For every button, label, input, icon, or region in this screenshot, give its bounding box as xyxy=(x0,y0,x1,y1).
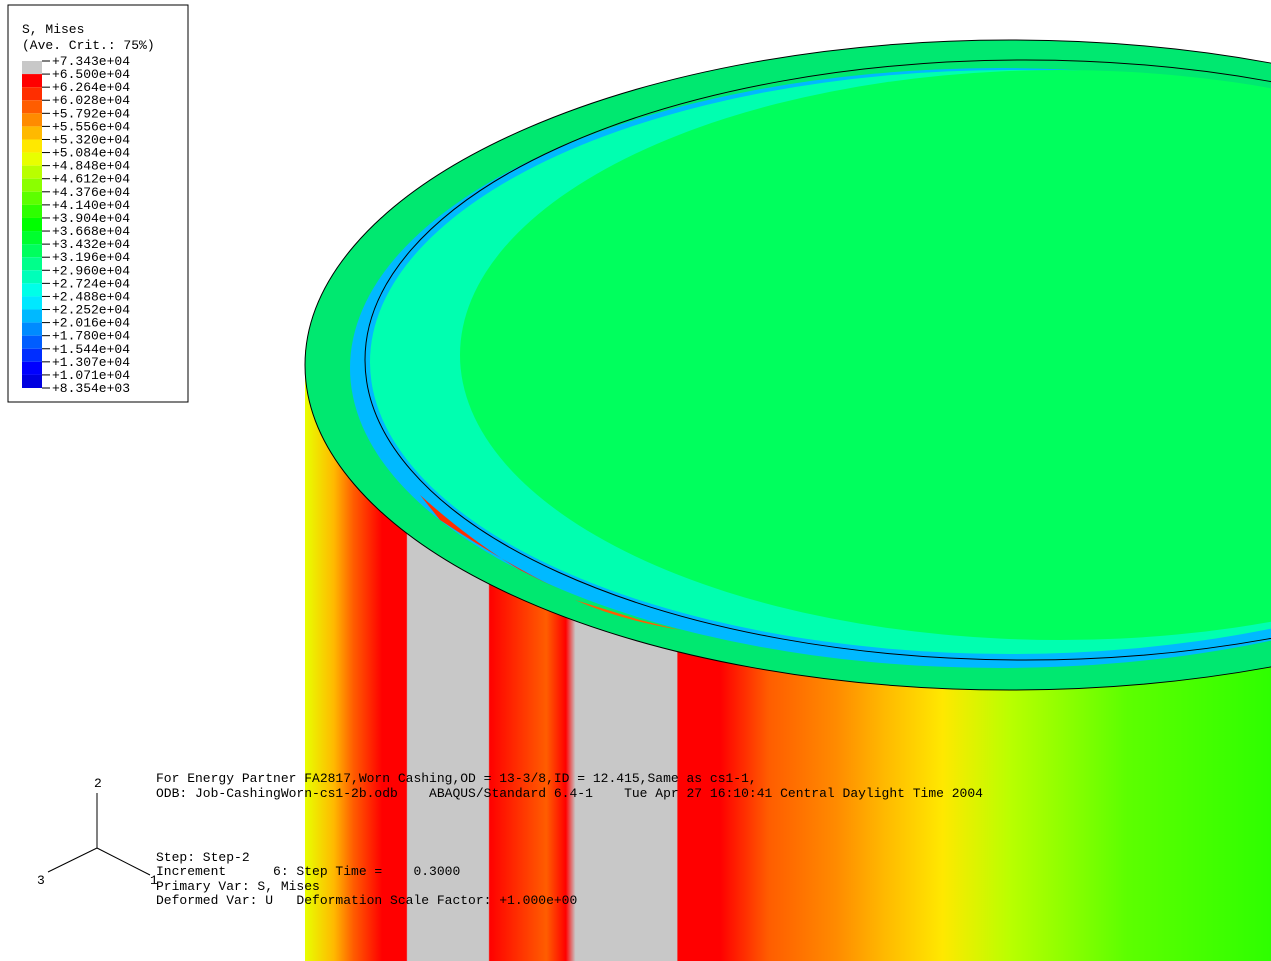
legend-swatch xyxy=(22,61,42,74)
axis-label: 2 xyxy=(94,776,102,791)
legend-swatch xyxy=(22,139,42,152)
legend-swatch xyxy=(22,153,42,166)
info-line: Increment 6: Step Time = 0.3000 xyxy=(156,864,460,879)
legend-swatch xyxy=(22,179,42,192)
legend-swatch xyxy=(22,205,42,218)
viewport: S, Mises (Ave. Crit.: 75%) +7.343e+04+6.… xyxy=(0,0,1271,961)
legend-swatch xyxy=(22,113,42,126)
info-line: For Energy Partner FA2817,Worn Cashing,O… xyxy=(156,771,757,786)
axis-line xyxy=(97,848,150,875)
axis-label: 3 xyxy=(37,873,45,888)
legend-swatch xyxy=(22,362,42,375)
legend: S, Mises (Ave. Crit.: 75%) +7.343e+04+6.… xyxy=(8,5,188,402)
axis-line xyxy=(48,848,97,872)
legend-swatch xyxy=(22,349,42,362)
legend-swatch xyxy=(22,100,42,113)
legend-swatch xyxy=(22,257,42,270)
info-line: Step: Step-2 xyxy=(156,850,250,865)
legend-title: S, Mises xyxy=(22,22,84,37)
page: {"legend": {"title": "S, Mises", "subtit… xyxy=(0,0,1271,961)
legend-swatch xyxy=(22,74,42,87)
legend-swatch xyxy=(22,375,42,388)
legend-swatch xyxy=(22,166,42,179)
legend-swatch xyxy=(22,87,42,100)
legend-subtitle: (Ave. Crit.: 75%) xyxy=(22,38,155,53)
legend-swatch xyxy=(22,296,42,309)
info-line: ODB: Job-CashingWorn-cs1-2b.odb ABAQUS/S… xyxy=(156,786,983,801)
axis-triad: 2 3 1 xyxy=(37,776,158,888)
legend-swatch xyxy=(22,192,42,205)
legend-swatch xyxy=(22,270,42,283)
legend-swatch xyxy=(22,310,42,323)
legend-swatch xyxy=(22,231,42,244)
legend-swatch xyxy=(22,283,42,296)
legend-swatch xyxy=(22,126,42,139)
legend-swatch xyxy=(22,218,42,231)
legend-swatch xyxy=(22,336,42,349)
legend-label: +8.354e+03 xyxy=(52,381,130,396)
legend-swatch xyxy=(22,323,42,336)
info-line: Primary Var: S, Mises xyxy=(156,879,320,894)
info-line: Deformed Var: U Deformation Scale Factor… xyxy=(156,893,577,908)
legend-swatch xyxy=(22,244,42,257)
